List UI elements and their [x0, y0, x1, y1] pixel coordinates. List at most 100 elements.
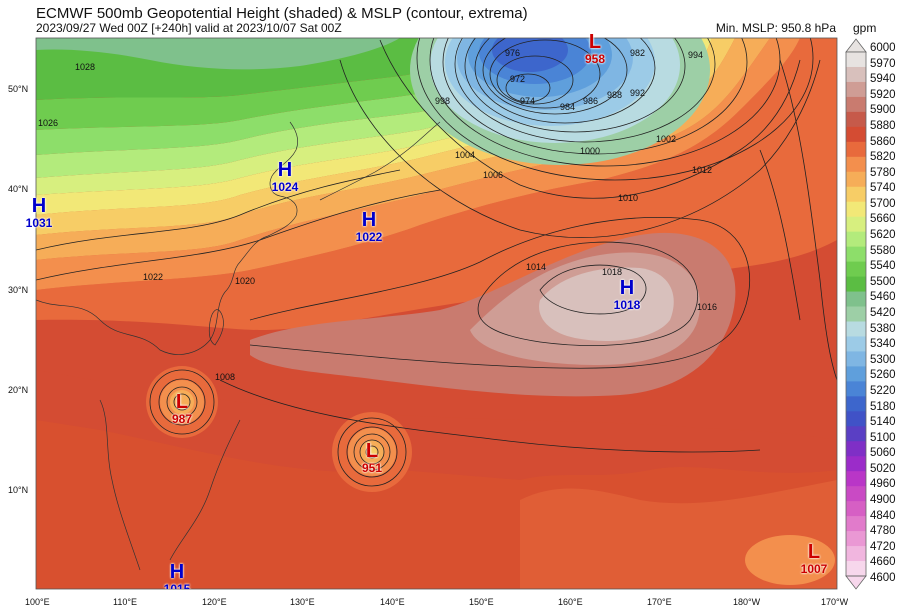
isobar-label: 972	[510, 74, 526, 84]
isobar-label: 992	[630, 88, 646, 98]
colorbar-level-label: 4780	[870, 525, 896, 538]
mslp-contours	[36, 38, 837, 487]
isobar-label: 1006	[483, 170, 504, 180]
isobar-label: 998	[435, 96, 451, 106]
map-subtitle: 2023/09/27 Wed 00Z [+240h] valid at 2023…	[36, 21, 342, 35]
colorbar-swatch	[846, 426, 866, 442]
lat-label: 10°N	[8, 485, 29, 495]
isobar-label: 1014	[526, 262, 547, 272]
colorbar-bottom-extend	[845, 575, 867, 590]
colorbar-level-label: 5460	[870, 291, 896, 304]
colorbar-swatch	[846, 276, 866, 293]
isobar-label: 1000	[580, 146, 601, 156]
colorbar-level-label: 5060	[870, 447, 896, 460]
colorbar-swatch	[846, 321, 866, 337]
isobar-label: 988	[607, 90, 623, 100]
lat-label: 20°N	[8, 385, 29, 395]
colorbar-swatch	[846, 126, 866, 143]
colorbar-swatch	[846, 171, 866, 188]
colorbar-level-label: 5380	[870, 322, 896, 335]
lon-label: 110°E	[113, 597, 137, 607]
colorbar-swatch	[846, 96, 866, 113]
colorbar-swatch	[846, 381, 866, 397]
colorbar-level-label: 5180	[870, 400, 896, 413]
colorbar-level-label: 4960	[870, 478, 896, 491]
isobar-label: 994	[688, 50, 704, 60]
lat-label: 30°N	[8, 285, 29, 295]
colorbar-level-label: 5580	[870, 244, 896, 257]
lon-label: 160°E	[558, 597, 583, 607]
colorbar-level-label: 5900	[870, 104, 896, 117]
colorbar-swatch	[846, 216, 866, 233]
low-pressure-marker: L 1007	[800, 541, 828, 576]
coastlines	[36, 121, 441, 571]
isobar-label: 1026	[38, 118, 59, 128]
isobar-label: 982	[630, 48, 646, 58]
colorbar-swatch	[846, 366, 866, 382]
lon-label: 150°E	[469, 597, 494, 607]
colorbar-swatch	[846, 261, 866, 278]
colorbar-level-label: 5860	[870, 135, 896, 148]
isobar-label: 1004	[455, 150, 476, 160]
high-pressure-marker: H 1022	[355, 209, 383, 244]
isobar-label: 1022	[143, 272, 164, 282]
colorbar-swatch	[846, 471, 866, 487]
lon-label: 170°W	[821, 597, 849, 607]
colorbar-level-label: 5140	[870, 416, 896, 429]
isobar-label: 1020	[235, 276, 256, 286]
isobar-label: 1028	[75, 62, 96, 72]
colorbar-level-label: 5300	[870, 353, 896, 366]
colorbar-swatch	[846, 141, 866, 158]
colorbar-swatch	[846, 231, 866, 248]
colorbar-swatch	[846, 411, 866, 427]
high-pressure-marker: H 1018	[613, 277, 641, 312]
colorbar-swatch	[846, 52, 866, 68]
lon-label: 180°W	[733, 597, 761, 607]
colorbar-level-label: 4660	[870, 556, 896, 569]
lon-label: 170°E	[647, 597, 672, 607]
colorbar-swatch	[846, 306, 866, 322]
colorbar-level-label: 5880	[870, 119, 896, 132]
colorbar-level-label: 4840	[870, 509, 896, 522]
colorbar-level-label: 4600	[870, 572, 896, 584]
lat-label: 40°N	[8, 184, 29, 194]
low-pressure-marker: L 951	[361, 440, 383, 475]
isobar-label: 974	[520, 96, 536, 106]
isobar-label: 1002	[656, 134, 677, 144]
colorbar-level-label: 5100	[870, 431, 896, 444]
isobar-label: 986	[583, 96, 599, 106]
colorbar-swatch	[846, 156, 866, 173]
colorbar-swatch	[846, 516, 866, 532]
height-field	[36, 38, 837, 589]
isobar-label: 1012	[692, 165, 713, 175]
colorbar-swatch	[846, 561, 866, 577]
colorbar-level-label: 5020	[870, 462, 896, 475]
colorbar-level-label: 5340	[870, 338, 896, 351]
colorbar	[845, 38, 867, 590]
lat-label: 50°N	[8, 84, 29, 94]
colorbar-swatch	[846, 336, 866, 352]
isobar-label: 1008	[215, 372, 236, 382]
colorbar-level-label: 5540	[870, 260, 896, 273]
colorbar-level-label: 5970	[870, 57, 896, 70]
lon-label: 120°E	[202, 597, 227, 607]
colorbar-swatch	[846, 546, 866, 562]
isobar-label: 1018	[602, 267, 623, 277]
colorbar-swatch	[846, 441, 866, 457]
lon-label: 130°E	[290, 597, 315, 607]
colorbar-level-label: 5220	[870, 384, 896, 397]
colorbar-swatch	[846, 66, 866, 83]
colorbar-swatch	[846, 351, 866, 367]
lon-label: 140°E	[380, 597, 405, 607]
isobar-label: 976	[505, 48, 521, 58]
colorbar-unit: gpm	[853, 21, 877, 35]
colorbar-level-label: 5500	[870, 275, 896, 288]
lon-label: 100°E	[25, 597, 50, 607]
high-pressure-marker: H 1024	[271, 159, 299, 194]
colorbar-swatch	[846, 201, 866, 218]
colorbar-level-label: 4900	[870, 494, 896, 507]
min-mslp-label: Min. MSLP: 950.8 hPa	[715, 21, 836, 35]
colorbar-swatch	[846, 486, 866, 502]
colorbar-level-label: 5780	[870, 166, 896, 179]
